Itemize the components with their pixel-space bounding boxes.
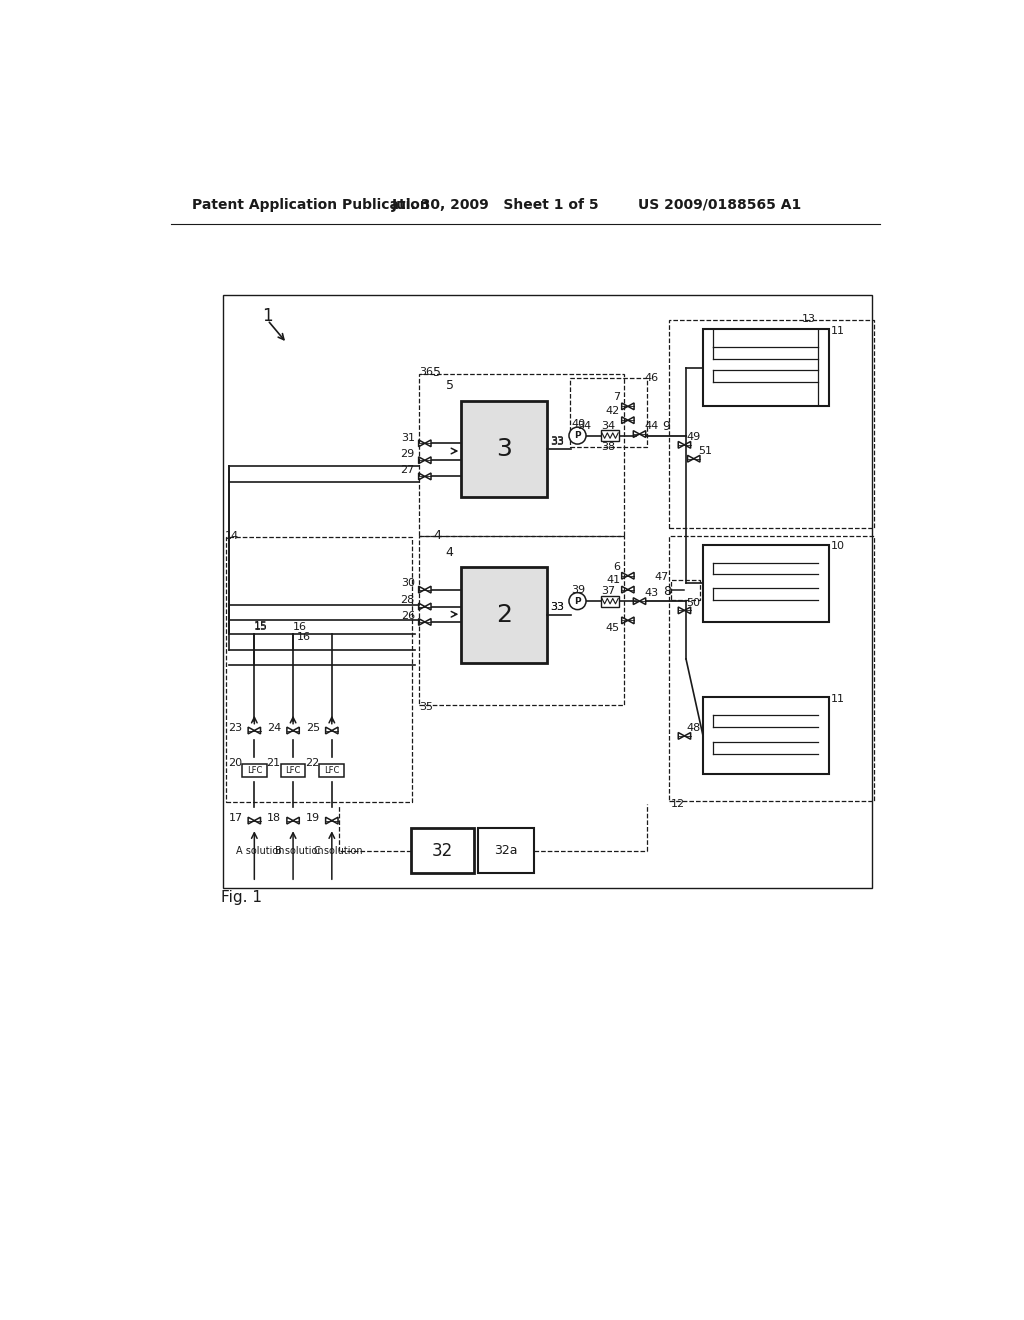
Bar [319,763,344,777]
Text: 44: 44 [644,421,658,432]
Text: A solution: A solution [237,846,285,857]
Bar [461,401,547,498]
Text: 34: 34 [578,421,592,430]
Text: 4: 4 [433,529,441,543]
Text: LFC: LFC [325,766,340,775]
Text: 30: 30 [400,578,415,589]
Text: Fig. 1: Fig. 1 [221,890,262,906]
Text: 21: 21 [266,758,281,768]
Text: 1: 1 [262,308,272,325]
Bar [411,829,474,873]
Text: 20: 20 [227,758,242,768]
Text: 11: 11 [830,694,845,704]
Text: 19: 19 [306,813,321,824]
Text: 22: 22 [305,758,319,768]
Text: 9: 9 [663,420,671,433]
Text: 34: 34 [601,421,614,430]
Text: 35: 35 [420,702,433,711]
Text: 41: 41 [606,576,621,585]
Bar [461,566,547,663]
Text: 47: 47 [654,573,669,582]
Text: 40: 40 [571,418,586,429]
Bar [601,430,620,441]
Text: 43: 43 [644,589,658,598]
Bar [419,536,624,705]
Text: 27: 27 [400,465,415,475]
Text: 10: 10 [830,541,845,552]
Text: 3: 3 [496,437,512,462]
Text: US 2009/0188565 A1: US 2009/0188565 A1 [638,198,801,211]
Text: LFC: LFC [247,766,262,775]
Text: 2: 2 [496,603,512,627]
Text: 23: 23 [228,723,243,733]
Bar [703,697,828,775]
Text: 4: 4 [445,546,454,560]
Text: 16: 16 [297,632,311,643]
Bar [569,378,647,447]
Bar [222,296,872,888]
Bar [601,595,620,607]
Text: 49: 49 [686,432,700,442]
Text: 51: 51 [698,446,713,455]
Text: 18: 18 [267,813,282,824]
Circle shape [569,428,586,444]
Text: 32: 32 [432,842,454,859]
Text: 33: 33 [550,437,564,446]
Text: 11: 11 [830,326,845,335]
Text: P: P [574,597,581,606]
Text: 16: 16 [293,622,307,631]
Text: 36: 36 [420,367,433,378]
Text: 7: 7 [613,392,621,403]
Text: Jul. 30, 2009   Sheet 1 of 5: Jul. 30, 2009 Sheet 1 of 5 [391,198,599,211]
Bar [703,330,828,407]
Text: 38: 38 [601,442,615,453]
Bar [478,829,535,873]
Text: 45: 45 [605,623,620,634]
Text: 28: 28 [400,595,415,606]
Text: 26: 26 [400,611,415,620]
Text: 33: 33 [550,602,564,611]
Text: 8: 8 [663,585,671,598]
Text: 6: 6 [613,561,621,572]
Bar [281,763,305,777]
Text: 12: 12 [671,799,685,809]
Text: 33: 33 [550,436,564,446]
Text: 5: 5 [433,366,441,379]
Text: LFC: LFC [286,766,301,775]
Text: B solution: B solution [275,846,324,857]
Text: 31: 31 [400,433,415,444]
Text: 13: 13 [802,314,816,323]
Bar [225,537,412,803]
Text: 17: 17 [228,813,243,824]
Circle shape [569,593,586,610]
Text: 29: 29 [400,449,415,459]
Text: 5: 5 [445,379,454,392]
Text: 14: 14 [225,531,239,541]
Text: 39: 39 [571,585,586,594]
Text: 46: 46 [644,372,658,383]
Bar [671,581,700,601]
Text: 15: 15 [254,622,268,631]
Text: 42: 42 [606,407,621,416]
Bar [669,321,874,528]
Bar [703,545,828,622]
Text: 37: 37 [601,586,614,597]
Text: P: P [574,432,581,440]
Text: 33: 33 [550,602,564,611]
Text: 48: 48 [686,723,700,733]
Text: 15: 15 [254,620,268,631]
Text: 50: 50 [686,598,700,607]
Text: 24: 24 [267,723,282,733]
Bar [419,374,624,536]
Text: Patent Application Publication: Patent Application Publication [191,198,429,211]
Bar [242,763,266,777]
Bar [669,536,874,801]
Text: C solution: C solution [314,846,362,857]
Text: 32a: 32a [495,843,518,857]
Text: 25: 25 [306,723,321,733]
